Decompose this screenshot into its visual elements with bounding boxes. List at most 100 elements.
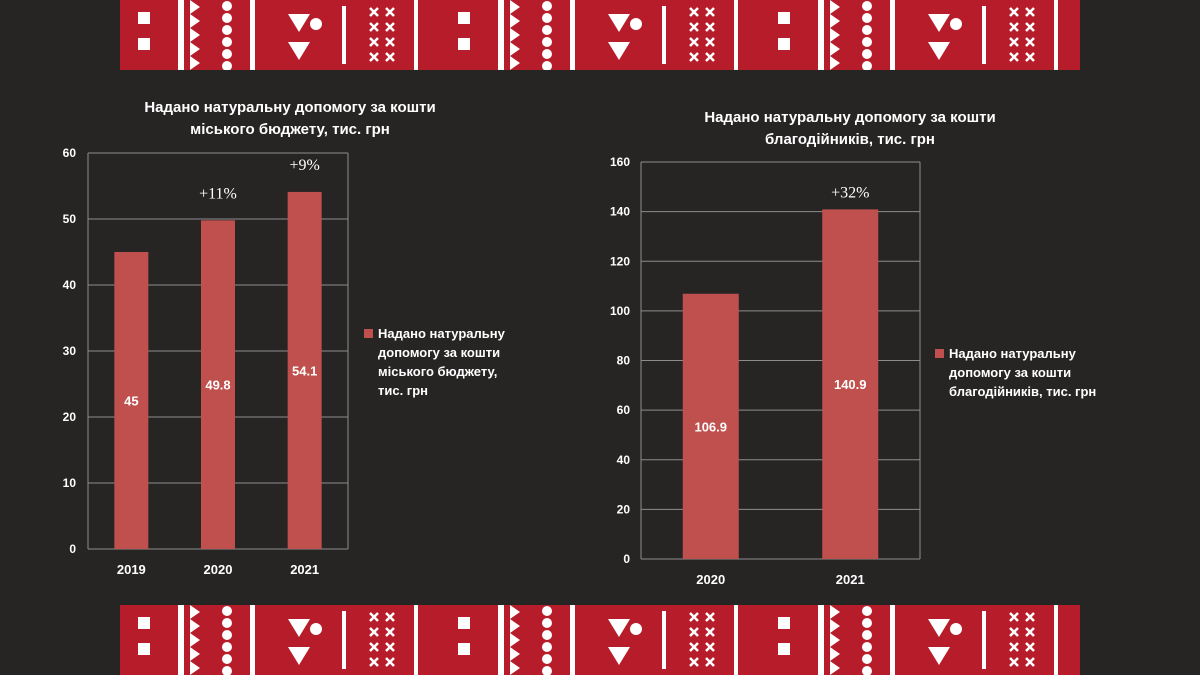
ornament-cross [705,657,715,667]
ornament-triangle [288,647,310,665]
ornament-divider [498,605,504,675]
ornament-divider [890,605,895,675]
x-tick-label: 2020 [204,562,233,577]
ornament-dot [222,61,232,70]
ornament-dot [862,630,872,640]
ornament-dot [542,25,552,35]
ornament-triangle [288,619,310,637]
ornament-cross [1025,37,1035,47]
ornament-cross [705,642,715,652]
ornament-cross [385,627,395,637]
ornament-square [138,617,150,629]
ornament-band-top [120,0,1080,70]
ornament-divider [1054,605,1058,675]
chart-1-legend-line-2: допомогу за кошти [378,345,501,360]
chart-2-legend-swatch [935,349,944,358]
ornament-triangle [608,42,630,60]
ornament-triangle [928,647,950,665]
data-label: 45 [124,394,138,409]
ornament-band-bottom [120,605,1080,675]
ornament-dot [862,49,872,59]
ornament-cross [689,642,699,652]
ornament-divider [250,0,255,70]
ornament-cross [385,612,395,622]
ornament-cross [1025,7,1035,17]
ornament-dot [862,618,872,628]
ornament-divider [342,611,346,669]
ornament-cross [689,22,699,32]
ornament-cross [1025,52,1035,62]
ornament-square [778,12,790,24]
chart-1-legend-line-4: тис. грн [378,383,429,398]
x-tick-label: 2021 [290,562,319,577]
ornament-triangle [288,42,310,60]
ornament-dot [222,642,232,652]
ornament-dot [542,606,552,616]
ornament-divider [734,0,738,70]
ornament-divider [414,605,418,675]
ornament-square [138,38,150,50]
ornament-triangle [608,14,630,32]
ornament-cross [705,612,715,622]
ornament-dot [222,25,232,35]
ornament-square [458,38,470,50]
y-tick-label: 30 [63,344,77,358]
ornament-dot [542,61,552,70]
ornament-divider [818,0,824,70]
x-tick-label: 2021 [836,572,865,587]
ornament-cross [369,22,379,32]
chart-1-legend-line-1: Надано натуральну [378,326,505,341]
ornament-cross [1009,642,1019,652]
ornament-triangle [928,42,950,60]
ornament-square [458,617,470,629]
ornament-dot [542,37,552,47]
ornament-dot [542,49,552,59]
y-tick-label: 60 [617,403,631,417]
ornament-square [458,643,470,655]
y-tick-label: 20 [617,502,631,516]
ornament-dot [862,1,872,11]
y-tick-label: 0 [69,542,76,556]
chart-1: 0 10 20 30 40 50 60 45 2019 49.8 2020 +11% 54.1 2021 +… [63,146,349,577]
ornament-divider [178,605,184,675]
growth-annotation: +32% [831,184,869,201]
ornament-cross [689,627,699,637]
ornament-cross [689,52,699,62]
ornament-dot [222,606,232,616]
bar [114,252,149,549]
ornament-dot [630,623,642,635]
ornament-cross [1009,657,1019,667]
ornament-triangle [608,619,630,637]
ornament-dot [862,606,872,616]
ornament-zigzag [190,0,200,70]
ornament-dot [222,13,232,23]
ornament-dot [542,13,552,23]
ornament-cross [689,7,699,17]
ornament-dot [222,1,232,11]
data-label: 140.9 [834,377,867,392]
ornament-cross [689,657,699,667]
chart-1-legend-line-3: міського бюджету, [378,364,498,379]
ornament-square [778,643,790,655]
chart-2: 0 20 40 60 80 100 120 140 160 106.9 2020 140.9 2021 +… [610,155,921,587]
ornament-dot [862,25,872,35]
ornament-dot [862,37,872,47]
ornament-cross [385,7,395,17]
ornament-dot [222,630,232,640]
ornament-dot [542,618,552,628]
ornament-cross [1025,642,1035,652]
ornament-cross [385,37,395,47]
ornament-triangle [928,619,950,637]
ornament-dot [542,642,552,652]
ornament-dot [862,642,872,652]
ornament-cross [1009,52,1019,62]
ornament-cross [385,642,395,652]
ornament-divider [414,0,418,70]
ornament-pattern-top [138,0,1058,70]
ornament-cross [1009,22,1019,32]
chart-2-title-line-2: благодійників, тис. грн [765,131,935,148]
y-tick-label: 60 [63,146,77,160]
ornament-zigzag [510,0,520,70]
y-tick-label: 160 [610,155,630,169]
